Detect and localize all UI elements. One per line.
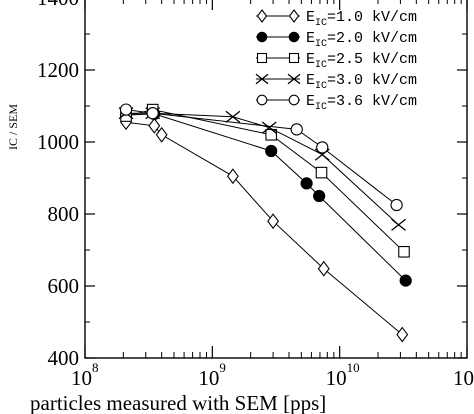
marker-diamond [256, 9, 268, 23]
legend-label: EIC=2.0 kV/cm [306, 30, 417, 50]
marker-x [261, 121, 277, 134]
marker-square [265, 129, 278, 141]
marker-x-stroke [225, 110, 241, 123]
marker-open-circle [256, 94, 268, 106]
series-line [125, 121, 403, 335]
legend-entry: EIC=1.0 kV/cm [256, 9, 417, 29]
legend-label: EIC=1.0 kV/cm [306, 9, 417, 29]
marker-square [315, 166, 328, 179]
marker-x-stroke [287, 73, 301, 85]
marker-filled-circle [313, 189, 326, 203]
x-tick-label-exponent: 10 [347, 360, 360, 375]
marker-filled-circle [265, 144, 278, 158]
marker-square [256, 52, 268, 64]
marker-x [287, 73, 301, 85]
legend-entry: EIC=2.0 kV/cm [256, 30, 417, 50]
y-tick-label: 1000 [37, 130, 79, 154]
x-tick-label: 10 [71, 366, 92, 390]
x-axis-label: particles measured with SEM [pps] [30, 391, 326, 414]
marker-open-circle [290, 123, 303, 136]
marker-x [255, 73, 269, 85]
series-line [125, 109, 397, 206]
x-tick-label: 10 [326, 366, 347, 390]
marker-x-stroke [261, 121, 277, 134]
marker-filled-circle [288, 31, 300, 43]
series-line [126, 112, 399, 226]
legend-label: EIC=3.0 kV/cm [306, 72, 417, 92]
x-tick-label-exponent: 9 [219, 360, 226, 375]
y-tick-label: 600 [48, 274, 80, 298]
legend-label: EIC=3.6 kV/cm [306, 93, 417, 113]
x-tick-label: 10 [453, 366, 474, 390]
marker-x-stroke [255, 73, 269, 85]
marker-x-stroke [391, 218, 406, 231]
series-layer [118, 103, 412, 343]
legend-entry: EIC=3.6 kV/cm [256, 93, 417, 113]
marker-diamond [267, 213, 280, 230]
marker-diamond [317, 260, 330, 277]
y-tick-label: 800 [48, 202, 80, 226]
legend-label: EIC=2.5 kV/cm [306, 51, 417, 71]
marker-diamond [155, 126, 168, 143]
series-5 [119, 103, 403, 212]
marker-x [391, 218, 406, 231]
marker-filled-circle [256, 31, 268, 43]
marker-x [225, 110, 241, 123]
marker-square [398, 246, 410, 258]
y-axis-label-text: IC / SEM [6, 104, 20, 150]
marker-open-circle [119, 103, 133, 116]
marker-diamond [288, 9, 300, 23]
y-tick-label: 1200 [37, 58, 79, 82]
x-tick-label-exponent: 8 [92, 360, 99, 375]
y-tick-label: 1400 [37, 0, 79, 10]
marker-open-circle [390, 198, 403, 212]
marker-diamond [226, 168, 239, 185]
legend-entry: EIC=3.0 kV/cm [255, 72, 417, 92]
y-axis-label-fragment: IC / SEM [6, 104, 20, 150]
marker-diamond [148, 117, 161, 134]
legend-entry: EIC=2.5 kV/cm [256, 51, 417, 71]
marker-open-circle [288, 94, 300, 106]
marker-open-circle [146, 107, 159, 120]
marker-diamond [396, 326, 409, 343]
marker-open-circle [316, 141, 329, 154]
marker-filled-circle [300, 177, 313, 190]
y-tick-label: 400 [48, 346, 80, 370]
marker-filled-circle [399, 274, 412, 287]
marker-square [288, 52, 300, 64]
axes: 40060080010001200140010810910101011 [37, 0, 474, 390]
x-tick-label: 10 [198, 366, 219, 390]
